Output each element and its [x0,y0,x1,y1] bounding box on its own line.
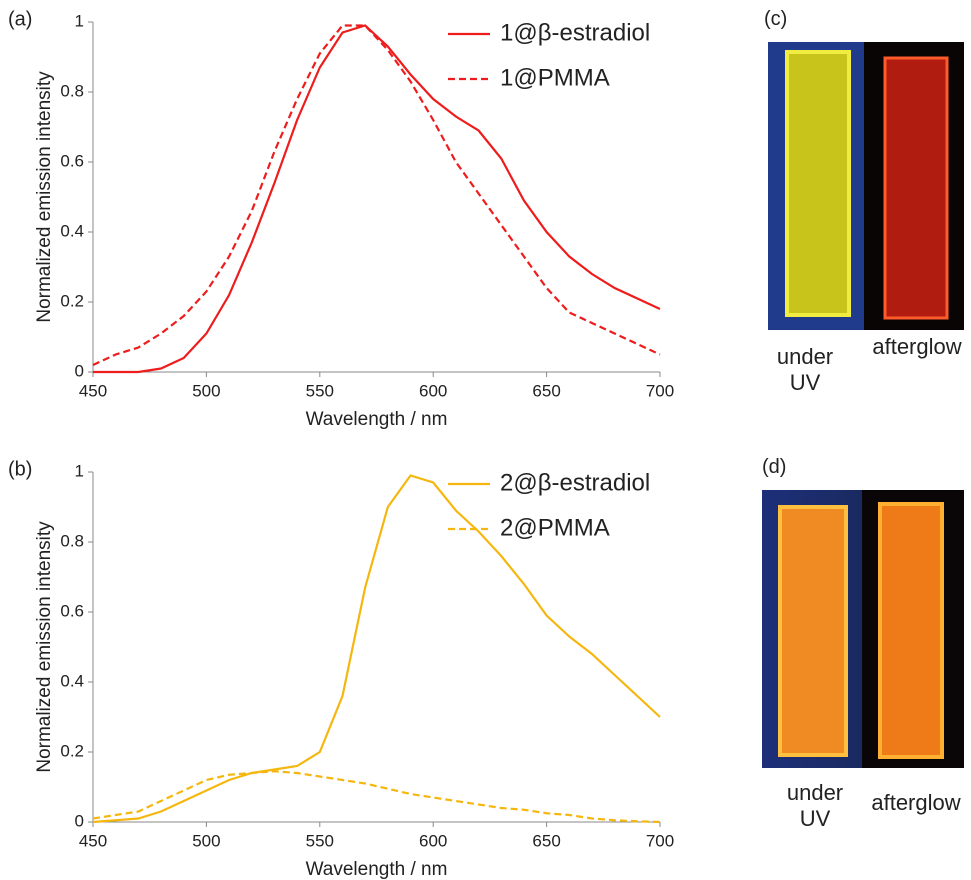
y-tick-label: 0.4 [60,221,84,240]
x-tick-label: 600 [419,831,447,850]
x-tick-label: 700 [646,381,674,400]
caption: under UV [776,344,834,395]
y-tick-label: 1 [75,11,84,30]
film-uv [778,505,848,757]
y-tick-label: 0.6 [60,601,84,620]
x-tick-label: 650 [532,831,560,850]
x-tick-label: 450 [79,381,107,400]
line [93,24,661,374]
line [92,474,661,824]
x-tick-label: 450 [79,831,107,850]
y-tick-label: 0.2 [60,291,84,310]
x-axis-title: Wavelength / nm [306,409,448,430]
y-tick-label: 1 [75,461,84,480]
y-tick-label: 0.4 [60,671,84,690]
panel-label: (c) [764,8,788,30]
legend-label: 2@β-estradiol [500,469,650,496]
y-axis-title: Normalized emission intensity [34,521,55,773]
y-tick-label: 0.2 [60,741,84,760]
y-tick-label: 0.8 [60,81,84,100]
y-axis-title: Normalized emission intensity [34,71,55,323]
line [92,770,661,824]
x-tick-label: 550 [306,831,334,850]
y-tick-label: 0 [75,361,84,380]
panel-label: (a) [8,8,32,30]
x-axis-title: Wavelength / nm [306,859,448,880]
film-afterglow [878,502,944,759]
film-afterglow [883,56,949,320]
y-tick-label: 0.6 [60,151,84,170]
caption: afterglow [872,334,962,359]
x-tick-label: 600 [419,381,447,400]
y-tick-label: 0.8 [60,531,84,550]
x-tick-label: 550 [306,381,334,400]
legend-label: 2@PMMA [500,514,610,541]
film-uv [785,50,851,317]
caption: afterglow [871,790,961,815]
panel-label: (d) [762,456,787,478]
line [92,24,661,366]
x-tick-label: 500 [192,381,220,400]
x-tick-label: 650 [532,381,560,400]
panel-label: (b) [8,458,32,480]
legend-label: 1@PMMA [500,64,610,91]
x-tick-label: 500 [192,831,220,850]
legend-label: 1@β-estradiol [500,19,650,46]
x-tick-label: 700 [646,831,674,850]
caption: under UV [786,780,844,831]
y-tick-label: 0 [75,811,84,830]
